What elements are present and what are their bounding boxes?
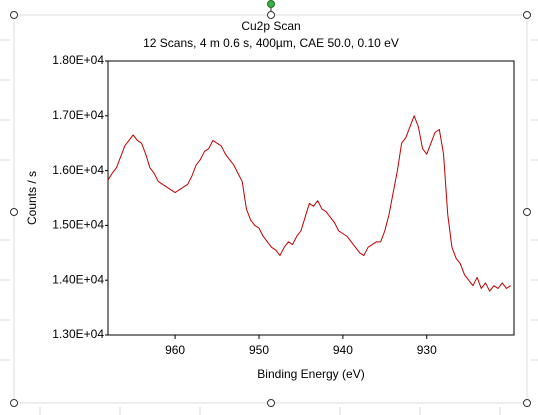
y-tick-label: 1.30E+04 (52, 327, 104, 341)
y-tick-label: 1.40E+04 (52, 272, 104, 286)
y-axis-label: Counts / s (25, 171, 39, 225)
y-tick-label: 1.60E+04 (52, 163, 104, 177)
y-tick-label: 1.50E+04 (52, 218, 104, 232)
x-tick-label: 940 (333, 343, 353, 357)
x-axis-label: Binding Energy (eV) (257, 367, 364, 381)
x-tick-label: 960 (165, 343, 185, 357)
resize-handle[interactable] (267, 399, 275, 407)
resize-handle[interactable] (10, 208, 18, 216)
rotate-handle[interactable] (267, 0, 275, 8)
chart-subtitle: 12 Scans, 4 m 0.6 s, 400µm, CAE 50.0, 0.… (143, 36, 399, 50)
resize-handle[interactable] (10, 399, 18, 407)
chart-title: Cu2p Scan (241, 19, 300, 33)
resize-handle[interactable] (523, 208, 531, 216)
resize-handle[interactable] (523, 399, 531, 407)
chart-frame[interactable] (13, 14, 528, 404)
spectrum-line (107, 115, 511, 292)
x-tick-label: 930 (417, 343, 437, 357)
x-tick-label: 950 (249, 343, 269, 357)
y-tick-label: 1.70E+04 (52, 108, 104, 122)
resize-handle[interactable] (523, 11, 531, 19)
sheet-grid (0, 39, 538, 415)
resize-handle[interactable] (267, 11, 275, 19)
plot-area (107, 60, 515, 336)
resize-handle[interactable] (10, 11, 18, 19)
y-tick-label: 1.80E+04 (52, 53, 104, 67)
